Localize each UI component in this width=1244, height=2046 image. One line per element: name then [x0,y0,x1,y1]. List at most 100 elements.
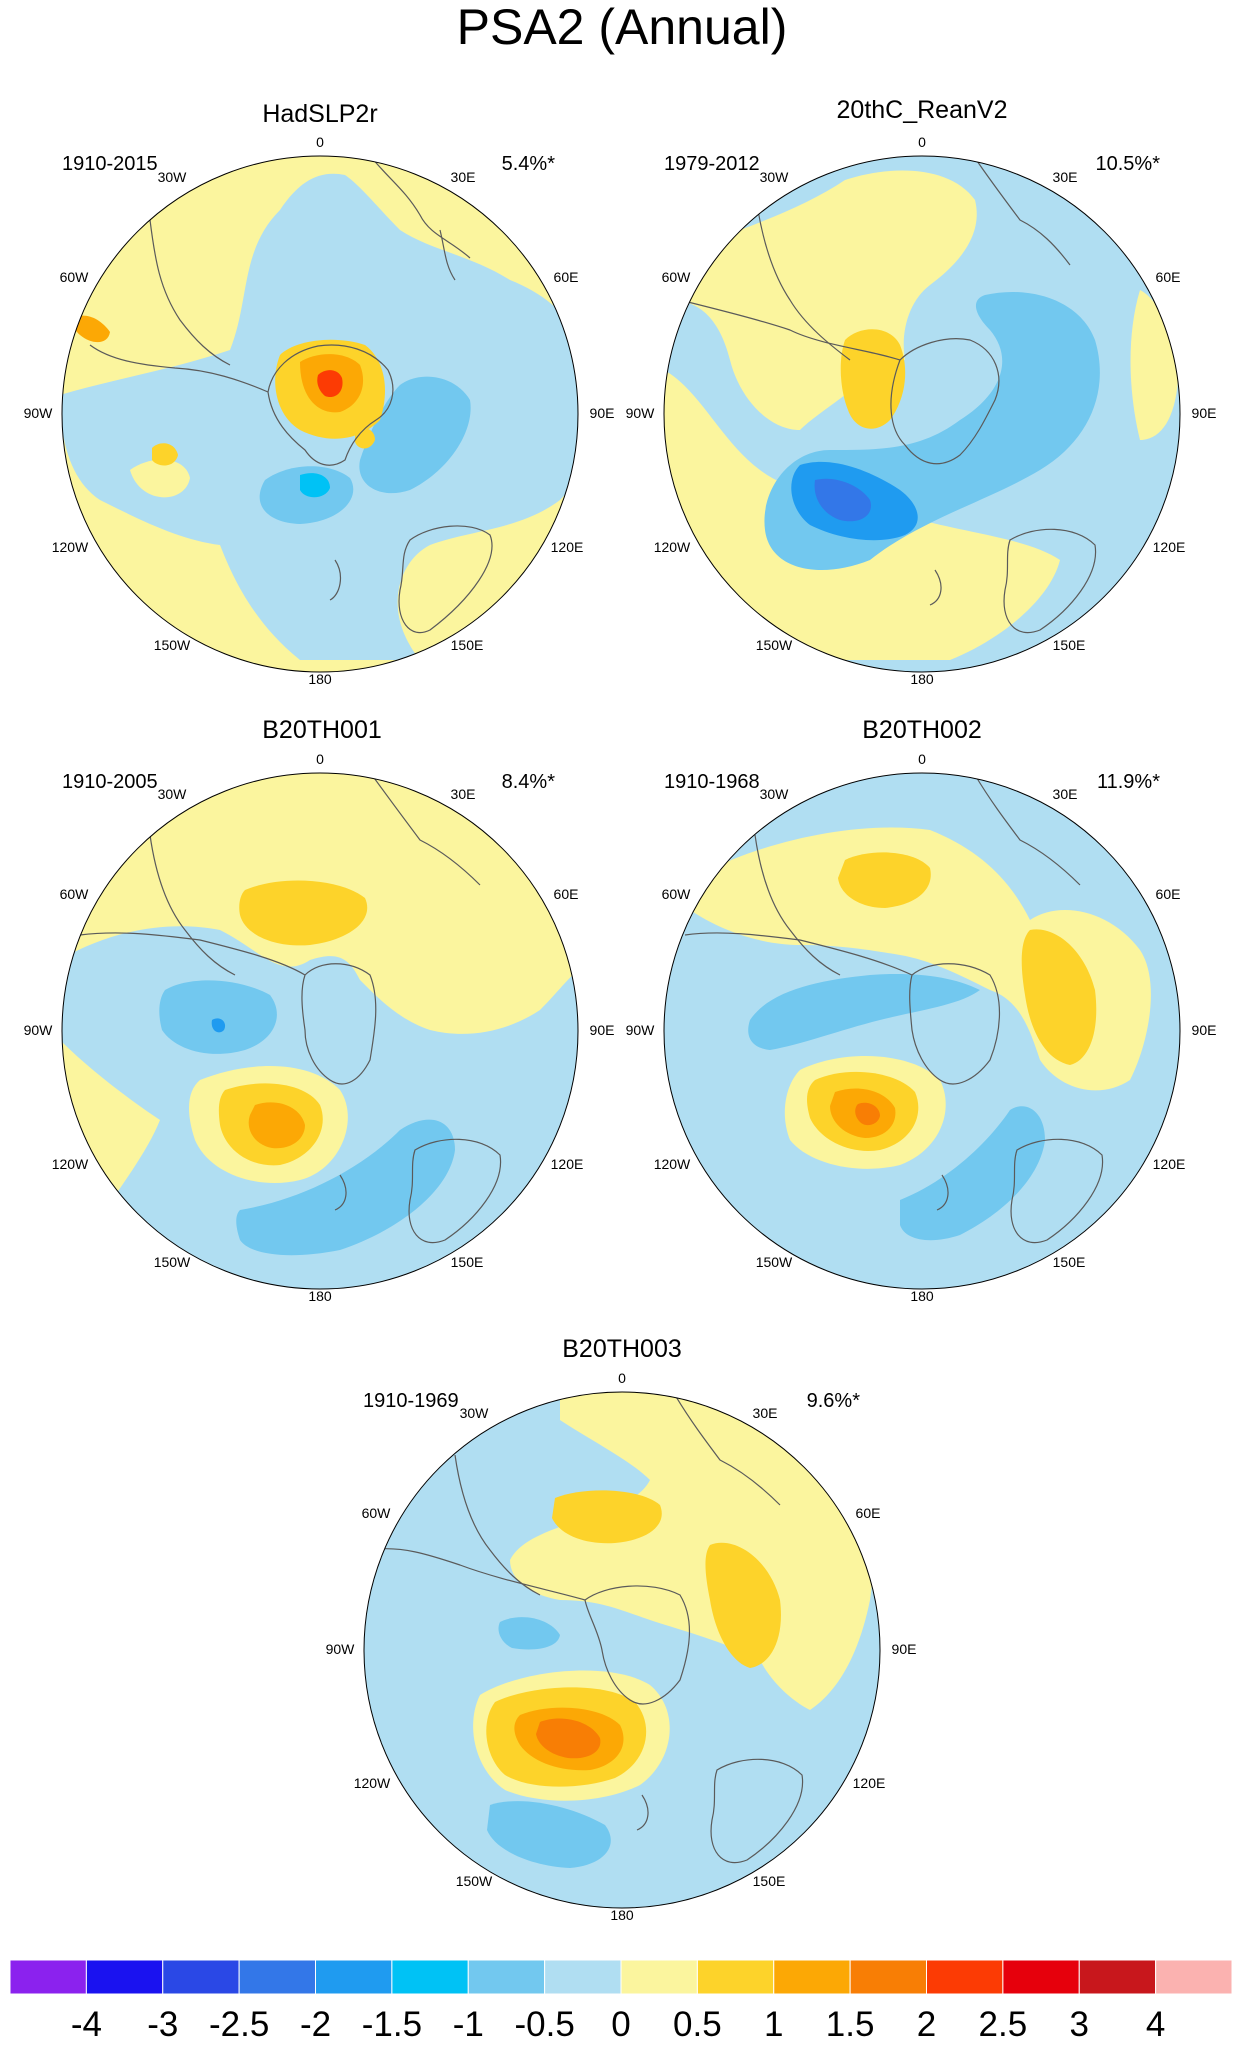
anomaly-positive-region [670,170,977,430]
map-border [61,772,579,1290]
colorbar-box [926,1959,1004,1995]
lon-label: 120E [1153,539,1186,555]
lon-label: 150W [154,637,191,653]
colorbar-boxes [9,1959,1233,1995]
anomaly-positive-region [152,443,178,466]
anomaly-negative-core [300,473,330,498]
coastline-antarctica [79,932,377,1085]
lon-label: 60W [662,269,692,285]
lon-label: 0 [316,134,324,150]
colorbar-label: -0.5 [514,2005,574,2044]
longitude-labels: 0 30E 60E 90E 120E 150E 180 150W 120W 90… [326,1370,917,1923]
coastline-africa [371,774,481,886]
anomaly-positive-region [840,329,906,429]
anomaly-positive-core [536,1718,601,1759]
lon-label: 60E [1156,269,1181,285]
panel-variance: 5.4%* [502,153,556,175]
panel-b20th002: B20TH002 1910-1968 11.9%* 0 30E 60E 90E [626,716,1217,1304]
lon-label: 60W [362,1505,392,1521]
lon-label: 90E [1192,1022,1217,1038]
colorbar-label: -3 [147,2005,178,2044]
lon-label: 150W [756,637,793,653]
coastline-south-america [149,834,236,976]
colorbar-label: -1 [453,2005,484,2044]
panel-title: B20TH003 [562,1335,682,1363]
colorbar: -4 -3 -2.5 -2 -1.5 -1 -0.5 0 0.5 1 1.5 2 2.5 3 4 [9,1959,1233,2044]
coastline-south-america [454,1454,541,1596]
lon-label: 150E [451,1254,484,1270]
lon-label: 90W [626,405,656,421]
lon-label: 120W [354,1775,391,1791]
coastline-australia [334,1138,502,1244]
lon-label: 120E [551,1156,584,1172]
coastline-africa [371,157,471,281]
anomaly-negative-region [498,1617,560,1650]
panel-variance: 10.5%* [1096,153,1161,175]
panel-title: B20TH002 [862,716,982,744]
coastline-antarctica [684,932,1000,1085]
colorbar-box [773,1959,851,1995]
coastline-south-america [149,219,231,366]
panel-20thc-reanv2: 20thC_ReanV2 1979-2012 10.5%* 0 30E 60E … [626,96,1217,687]
lon-label: 90E [892,1641,917,1657]
colorbar-box [391,1959,469,1995]
anomaly-negative-core [211,1018,226,1033]
colorbar-box [315,1959,393,1995]
colorbar-box [162,1959,240,1995]
coastline-australia [929,528,1097,634]
anomaly-positive-region [838,852,931,908]
longitude-labels: 0 30E 60E 90E 120E 150E 180 150W 120W 90… [626,751,1217,1304]
anomaly-negative-region [900,1106,1045,1241]
colorbar-box [467,1959,546,1995]
coastline-australia [329,525,493,634]
lon-label: 30E [1053,169,1078,185]
colorbar-box [696,1959,775,1995]
anomaly-positive-core [855,1102,880,1126]
panel-b20th001: B20TH001 1910-2005 8.4%* 0 30E 60E 90E 1… [24,716,615,1304]
colorbar-label: 2.5 [979,2005,1028,2044]
panel-title: 20thC_ReanV2 [837,96,1008,124]
colorbar-box [849,1959,928,1995]
anomaly-negative-region [159,980,277,1054]
anomaly-negative-region [748,973,980,1050]
map-border [363,1391,881,1909]
colorbar-label: -1.5 [362,2005,422,2044]
lon-label: 180 [910,671,934,687]
colorbar-label: 0.5 [673,2005,722,2044]
lon-label: 90W [24,405,54,421]
map-border [61,155,579,673]
lon-label: 120E [551,539,584,555]
colorbar-box [85,1959,164,1995]
coastline-australia [936,1138,1104,1244]
lon-label: 150E [451,637,484,653]
lon-label: 180 [308,671,332,687]
colorbar-box [620,1959,698,1995]
lon-label: 90E [1192,405,1217,421]
lon-label: 30W [460,1405,490,1421]
lon-label: 60E [554,886,579,902]
panel-hadslp2r: HadSLP2r 1910-2015 5.4%* 0 30E 60E [24,100,615,687]
anomaly-positive-region [705,1542,781,1668]
colorbar-label: 4 [1146,2005,1165,2044]
colorbar-label: -2 [300,2005,331,2044]
coastline-south-america [754,189,851,361]
colorbar-box [238,1959,317,1995]
longitude-labels: 0 30E 60E 90E 120E 150E 180 150W 120W 90… [24,134,615,687]
lon-label: 60W [662,886,692,902]
coastline-south-america [754,834,841,976]
anomaly-positive-region [552,1490,662,1544]
colorbar-label: 0 [611,2005,630,2044]
lon-label: 120W [654,1156,691,1172]
anomaly-positive-core [317,370,343,398]
anomaly-positive-region [510,1392,872,1710]
coastline-africa [674,1394,781,1506]
colorbar-box [1155,1959,1233,1995]
coastline-antarctica [679,299,1000,465]
panel-variance: 9.6%* [807,1390,861,1412]
anomaly-negative-core [814,478,871,522]
anomaly-positive-region [72,315,110,343]
lon-label: 60W [60,886,90,902]
lon-label: 30E [753,1405,778,1421]
longitude-labels: 0 30E 60E 90E 120E 150E 180 150W 120W 90… [24,751,615,1304]
panel-period: 1910-1969 [363,1390,459,1412]
